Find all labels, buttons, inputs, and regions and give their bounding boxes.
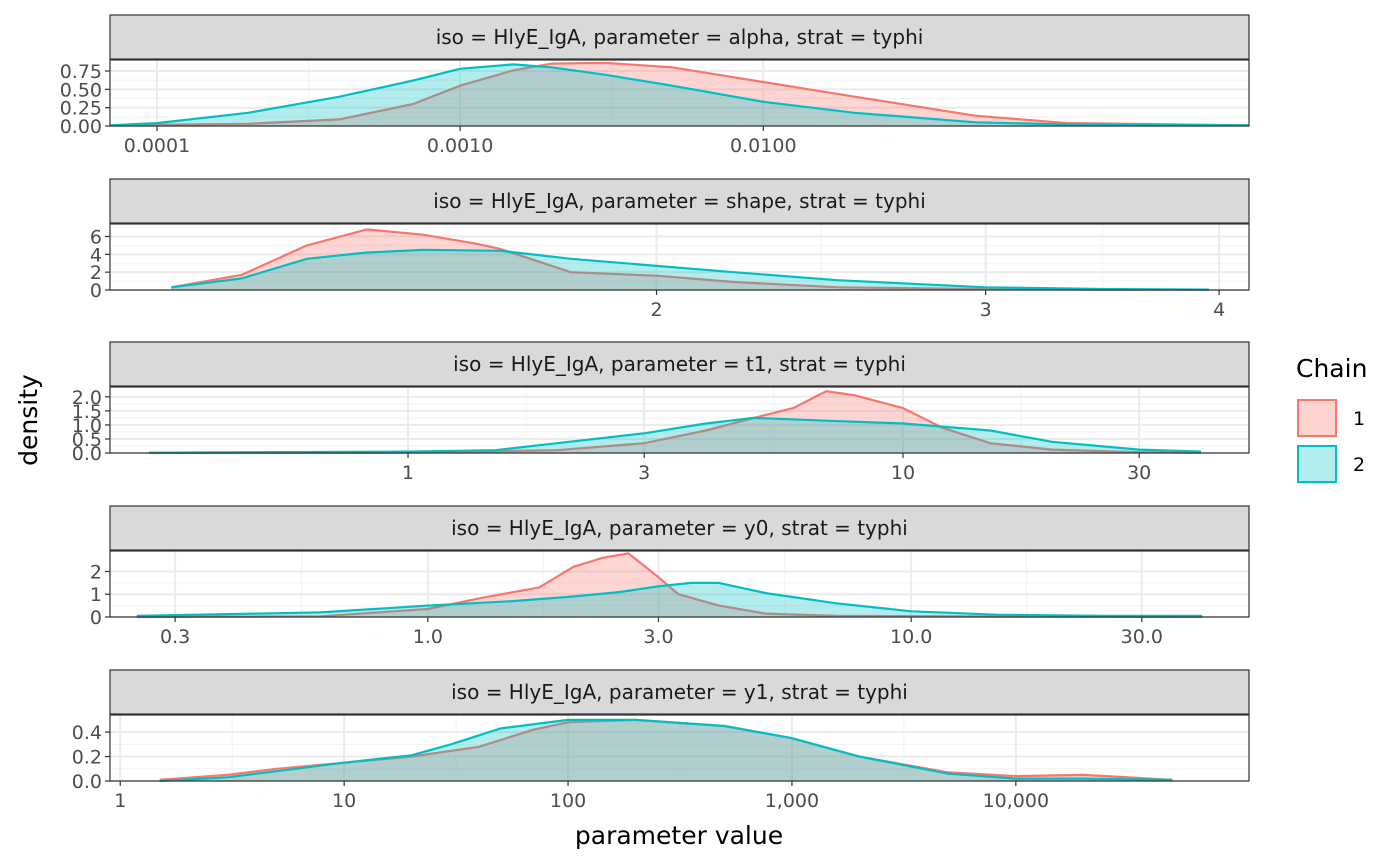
y-tick-label: 1 bbox=[90, 584, 102, 606]
x-tick-label: 3 bbox=[638, 462, 650, 484]
y-tick-label: 0 bbox=[90, 607, 102, 629]
facet-strip bbox=[109, 178, 1250, 224]
facet-strip-label: iso = HlyE_IgA, parameter = shape, strat… bbox=[433, 189, 926, 213]
density-area-chain-1 bbox=[159, 719, 1173, 781]
facet-1: iso = HlyE_IgA, parameter = alpha, strat… bbox=[60, 14, 1250, 157]
x-tick-label: 1,000 bbox=[765, 790, 819, 812]
density-area-chain-1 bbox=[149, 391, 1202, 453]
y-tick-label: 0.2 bbox=[72, 747, 102, 769]
x-axis-title: parameter value bbox=[575, 821, 783, 850]
legend-swatch-chain-1 bbox=[1297, 399, 1337, 437]
facet-strip bbox=[109, 669, 1250, 715]
density-area-chain-2 bbox=[171, 249, 1209, 290]
x-tick-label: 10 bbox=[332, 790, 356, 812]
x-tick-label: 100 bbox=[550, 790, 586, 812]
legend: Chain 1 2 bbox=[1296, 354, 1367, 484]
legend-swatch-chain-2 bbox=[1297, 445, 1337, 483]
y-tick-label: 2.0 bbox=[72, 387, 102, 409]
panel-border bbox=[109, 223, 1250, 291]
facet-strip-label: iso = HlyE_IgA, parameter = t1, strat = … bbox=[453, 352, 906, 376]
x-tick-label: 10 bbox=[891, 462, 915, 484]
x-tick-label: 1.0 bbox=[413, 626, 443, 648]
facet-5: iso = HlyE_IgA, parameter = y1, strat = … bbox=[72, 669, 1250, 812]
y-tick-label: 6 bbox=[90, 226, 102, 248]
density-line-chain-2 bbox=[136, 581, 1203, 617]
panel-border bbox=[109, 386, 1250, 454]
density-line-chain-1 bbox=[149, 390, 1202, 455]
density-line-chain-1 bbox=[171, 228, 1209, 291]
y-tick-label: 0 bbox=[90, 280, 102, 302]
x-tick-label: 4 bbox=[1213, 299, 1225, 321]
y-tick-label: 0.50 bbox=[60, 79, 102, 101]
density-line-chain-2 bbox=[109, 63, 1250, 127]
density-line-chain-2 bbox=[171, 248, 1209, 291]
legend-label-chain-2: 2 bbox=[1353, 454, 1365, 476]
y-tick-label: 0.75 bbox=[60, 61, 102, 83]
y-tick-label: 1.0 bbox=[72, 415, 102, 437]
panel-background bbox=[110, 224, 1249, 290]
density-line-chain-1 bbox=[109, 61, 1250, 127]
density-line-chain-2 bbox=[149, 416, 1202, 454]
density-area-chain-1 bbox=[171, 229, 1209, 290]
density-area-chain-2 bbox=[110, 64, 1249, 126]
y-tick-label: 2 bbox=[90, 262, 102, 284]
x-tick-label: 10,000 bbox=[983, 790, 1049, 812]
facets: iso = HlyE_IgA, parameter = alpha, strat… bbox=[60, 14, 1250, 812]
y-tick-label: 0.5 bbox=[72, 429, 102, 451]
panel-border bbox=[109, 59, 1250, 127]
facet-4: iso = HlyE_IgA, parameter = y0, strat = … bbox=[90, 505, 1250, 648]
facet-strip-label: iso = HlyE_IgA, parameter = y1, strat = … bbox=[451, 680, 908, 704]
density-area-chain-1 bbox=[136, 553, 1203, 617]
facet-2: iso = HlyE_IgA, parameter = shape, strat… bbox=[90, 178, 1250, 321]
facet-strip-label: iso = HlyE_IgA, parameter = y0, strat = … bbox=[451, 516, 908, 540]
x-tick-label: 3 bbox=[980, 299, 992, 321]
x-tick-label: 1 bbox=[114, 790, 126, 812]
density-area-chain-2 bbox=[136, 582, 1203, 617]
y-tick-label: 0.00 bbox=[60, 116, 102, 138]
y-tick-label: 0.25 bbox=[60, 98, 102, 120]
facet-strip-label: iso = HlyE_IgA, parameter = alpha, strat… bbox=[436, 25, 924, 49]
y-tick-label: 2 bbox=[90, 561, 102, 583]
x-tick-label: 0.3 bbox=[160, 626, 190, 648]
x-tick-label: 0.0001 bbox=[124, 135, 190, 157]
x-tick-label: 0.0010 bbox=[427, 135, 493, 157]
legend-label-chain-1: 1 bbox=[1353, 408, 1365, 430]
y-tick-label: 0.0 bbox=[72, 771, 102, 793]
x-tick-label: 2 bbox=[650, 299, 662, 321]
density-line-chain-1 bbox=[159, 718, 1173, 781]
x-tick-label: 30 bbox=[1127, 462, 1151, 484]
facet-3: iso = HlyE_IgA, parameter = t1, strat = … bbox=[72, 341, 1250, 484]
x-tick-label: 3.0 bbox=[643, 626, 673, 648]
density-area-chain-1 bbox=[110, 62, 1249, 126]
panel-border bbox=[109, 714, 1250, 782]
facet-strip bbox=[109, 341, 1250, 387]
y-tick-label: 0.4 bbox=[72, 722, 102, 744]
density-area-chain-2 bbox=[159, 719, 1173, 781]
y-tick-label: 1.5 bbox=[72, 401, 102, 423]
panel-border bbox=[109, 550, 1250, 618]
y-tick-label: 0.0 bbox=[72, 443, 102, 465]
legend-title: Chain bbox=[1296, 354, 1367, 383]
facet-strip bbox=[109, 14, 1250, 60]
x-tick-label: 30.0 bbox=[1121, 626, 1163, 648]
x-tick-label: 0.0100 bbox=[730, 135, 796, 157]
x-tick-label: 1 bbox=[402, 462, 414, 484]
y-tick-label: 4 bbox=[90, 244, 102, 266]
facet-strip bbox=[109, 505, 1250, 551]
y-axis-title: density bbox=[14, 374, 43, 466]
density-line-chain-2 bbox=[159, 718, 1173, 783]
x-tick-label: 10.0 bbox=[890, 626, 932, 648]
